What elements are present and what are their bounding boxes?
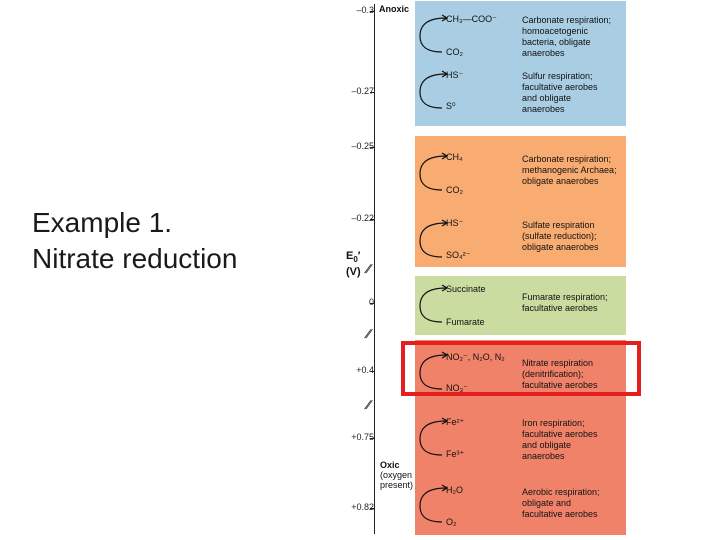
desc-line: obligate anaerobes xyxy=(522,176,599,186)
chem-fumarate: Fumarate xyxy=(446,317,485,327)
tick-mark xyxy=(370,147,375,148)
tick-label: –0.22 xyxy=(351,213,374,223)
axis-break-icon: // xyxy=(362,262,372,276)
reaction-arrow-icon xyxy=(419,14,448,53)
desc-line: Fumarate respiration; xyxy=(522,292,608,302)
tick-label: +0.82 xyxy=(351,502,374,512)
tick-label: +0.75 xyxy=(351,432,374,442)
tick-mark xyxy=(370,371,375,372)
desc-carbonate-methanogenic: Carbonate respiration; methanogenic Arch… xyxy=(522,154,627,187)
axis-title: E0′ (V) xyxy=(346,250,361,278)
panel-aerobic-red xyxy=(415,340,626,535)
reaction-arrow-icon xyxy=(419,417,448,456)
desc-sulfate-respiration: Sulfate respiration (sulfate reduction);… xyxy=(522,220,627,253)
oxic-line-2: (oxygen xyxy=(380,470,413,480)
panel-fumarate-green xyxy=(415,276,626,335)
desc-line: anaerobes xyxy=(522,48,565,58)
chem-o2: O₂ xyxy=(446,517,457,527)
chem-no2-n2o-n2: NO₂⁻, N₂O, N₂ xyxy=(446,352,505,362)
desc-line: obligate anaerobes xyxy=(522,242,599,252)
desc-line: Iron respiration; xyxy=(522,418,585,428)
title-line-1: Example 1. xyxy=(32,207,173,238)
tick-label: –0.25 xyxy=(351,141,374,151)
axis-e-sub: 0 xyxy=(353,255,358,265)
nitrate-highlight-box xyxy=(401,341,641,396)
chem-fe3: Fe³⁺ xyxy=(446,449,465,459)
tick-label: –0.27 xyxy=(351,86,374,96)
tick-mark xyxy=(370,438,375,439)
desc-line: Carbonate respiration; xyxy=(522,154,612,164)
desc-line: facultative aerobes xyxy=(522,303,598,313)
tick-mark xyxy=(370,219,375,220)
axis-prime: ′ xyxy=(357,250,361,262)
chem-co2: CO₂ xyxy=(446,47,463,57)
potential-axis xyxy=(374,4,375,534)
chem-acetate: CH₃—COO⁻ xyxy=(446,14,497,24)
title-line-2: Nitrate reduction xyxy=(32,243,238,274)
desc-line: bacteria, obligate xyxy=(522,37,591,47)
axis-break-icon: // xyxy=(362,398,372,412)
desc-line: and obligate xyxy=(522,93,572,103)
desc-line: and obligate xyxy=(522,440,572,450)
desc-carbonate-homoacetogenic: Carbonate respiration; homoacetogenic ba… xyxy=(522,15,627,59)
panel-anaerobic-orange xyxy=(415,136,626,267)
reaction-arrow-icon xyxy=(419,284,448,323)
tick-label: +0.4 xyxy=(356,365,374,375)
axis-unit: (V) xyxy=(346,266,361,279)
desc-line: Aerobic respiration; xyxy=(522,487,600,497)
chem-fe2: Fe²⁺ xyxy=(446,417,465,427)
desc-sulfur-respiration: Sulfur respiration; facultative aerobes … xyxy=(522,71,627,115)
chem-succinate: Succinate xyxy=(446,284,486,294)
desc-nitrate-respiration: Nitrate respiration (denitrification); f… xyxy=(522,358,627,391)
reaction-arrow-icon xyxy=(419,484,448,523)
axis-e: E xyxy=(346,250,354,262)
desc-line: homoacetogenic xyxy=(522,26,589,36)
oxic-line-3: present) xyxy=(380,480,414,490)
desc-line: facultative aerobes xyxy=(522,82,598,92)
desc-line: (denitrification); xyxy=(522,369,584,379)
tick-label: –0.3 xyxy=(356,5,374,15)
panel-anaerobic-blue xyxy=(415,1,626,126)
tick-mark xyxy=(370,92,375,93)
oxic-line-1: Oxic xyxy=(380,460,400,470)
axis-break-icon: // xyxy=(362,327,372,341)
chem-so4: SO₄²⁻ xyxy=(446,250,471,260)
reaction-arrow-icon xyxy=(419,70,448,109)
slide-title: Example 1. Nitrate reduction xyxy=(32,205,237,277)
desc-line: Carbonate respiration; xyxy=(522,15,612,25)
chem-hs: HS⁻ xyxy=(446,70,464,80)
desc-line: Sulfur respiration; xyxy=(522,71,593,81)
tick-mark xyxy=(370,11,375,12)
desc-line: facultative aerobes xyxy=(522,509,598,519)
chem-co2: CO₂ xyxy=(446,185,463,195)
tick-mark xyxy=(370,508,375,509)
desc-line: Nitrate respiration xyxy=(522,358,594,368)
reaction-arrow-icon xyxy=(419,152,448,191)
desc-line: obligate and xyxy=(522,498,572,508)
tick-label: 0 xyxy=(368,297,374,307)
desc-fumarate-respiration: Fumarate respiration; facultative aerobe… xyxy=(522,292,627,314)
desc-line: anaerobes xyxy=(522,104,565,114)
anoxic-label: Anoxic xyxy=(379,4,410,14)
tick-mark xyxy=(370,303,375,304)
chem-ch4: CH₄ xyxy=(446,152,463,162)
chem-hs: HS⁻ xyxy=(446,218,464,228)
desc-line: facultative aerobes xyxy=(522,380,598,390)
desc-line: anaerobes xyxy=(522,451,565,461)
desc-line: Sulfate respiration xyxy=(522,220,595,230)
chem-no3: NO₃⁻ xyxy=(446,383,468,393)
desc-iron-respiration: Iron respiration; facultative aerobes an… xyxy=(522,418,627,462)
desc-line: methanogenic Archaea; xyxy=(522,165,617,175)
oxic-label: Oxic (oxygen present) xyxy=(380,460,413,490)
chem-s0: S⁰ xyxy=(446,101,456,111)
chem-h2o: H₂O xyxy=(446,485,463,495)
desc-aerobic-respiration: Aerobic respiration; obligate and facult… xyxy=(522,487,627,520)
desc-line: facultative aerobes xyxy=(522,429,598,439)
reaction-arrow-icon xyxy=(419,219,448,258)
desc-line: (sulfate reduction); xyxy=(522,231,597,241)
reaction-arrow-icon xyxy=(419,351,448,390)
